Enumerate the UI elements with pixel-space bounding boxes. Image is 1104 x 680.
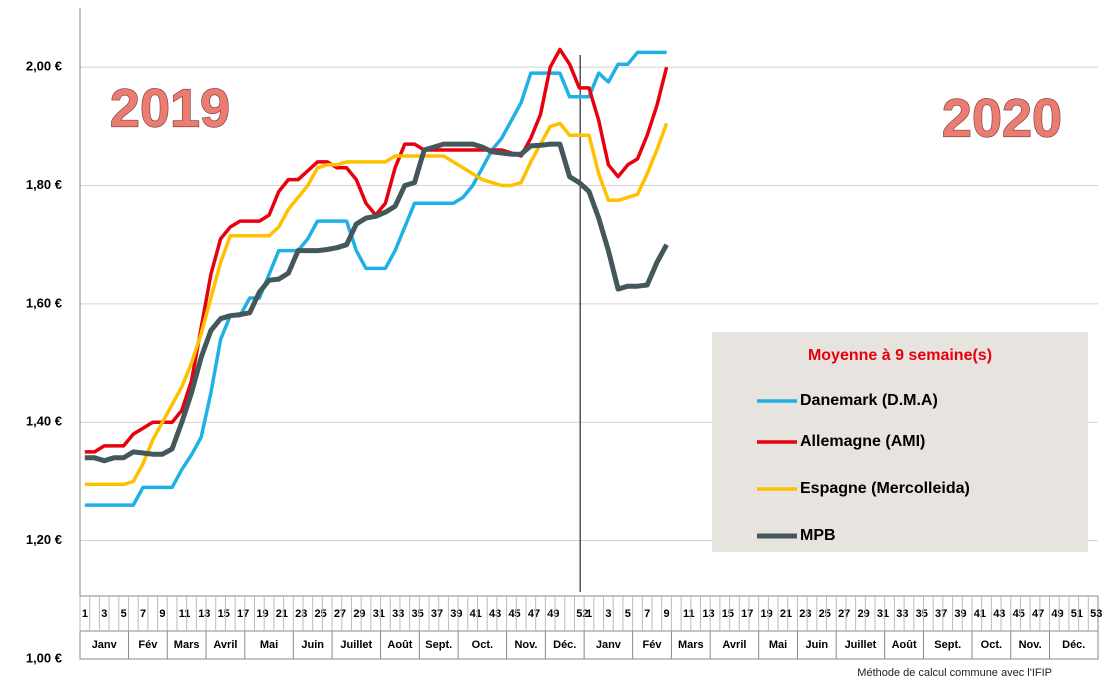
x-tick-label: 21 (276, 608, 288, 620)
month-label: Oct. (472, 639, 493, 651)
x-tick-label: 15 (722, 608, 734, 620)
y-tick-label: 1,60 € (26, 295, 62, 310)
x-tick-label: 19 (761, 608, 773, 620)
month-label: Mai (260, 639, 278, 651)
x-tick-label: 27 (838, 608, 850, 620)
legend-label: Espagne (Mercolleida) (800, 480, 970, 497)
x-tick-label: 45 (1013, 608, 1025, 620)
x-tick-label: 9 (664, 608, 670, 620)
y-tick-label: 1,80 € (26, 177, 62, 192)
x-tick-label: 37 (431, 608, 443, 620)
x-tick-label: 17 (741, 608, 753, 620)
month-label: Fév (643, 639, 663, 651)
y-tick-label: 1,40 € (26, 414, 62, 429)
x-tick-label: 53 (1090, 608, 1102, 620)
x-tick-label: 41 (470, 608, 482, 620)
x-tick-label: 35 (411, 608, 423, 620)
x-tick-label: 13 (702, 608, 714, 620)
legend-title: Moyenne à 9 semaine(s) (808, 347, 992, 364)
x-tick-label: 27 (334, 608, 346, 620)
x-tick-label: 45 (508, 608, 520, 620)
x-tick-label: 15 (218, 608, 230, 620)
month-label: Sept. (425, 639, 452, 651)
month-label: Déc. (553, 639, 576, 651)
x-tick-label: 47 (528, 608, 540, 620)
month-label: Oct. (981, 639, 1002, 651)
x-tick-label: 43 (993, 608, 1005, 620)
x-tick-label: 52 (576, 608, 588, 620)
x-tick-label: 11 (683, 608, 695, 620)
x-tick-label: 29 (857, 608, 869, 620)
x-tick-label: 7 (644, 608, 650, 620)
x-tick-label: 33 (392, 608, 404, 620)
y-tick-label: 2,00 € (26, 59, 62, 74)
x-tick-label: 25 (315, 608, 327, 620)
x-tick-label: 39 (450, 608, 462, 620)
x-tick-label: 1 (82, 608, 88, 620)
month-label: Fév (138, 639, 158, 651)
x-tick-label: 25 (819, 608, 831, 620)
month-label: Juillet (845, 639, 877, 651)
x-tick-label: 49 (1051, 608, 1063, 620)
year-annotation: 2020 (942, 88, 1062, 148)
x-axis-table (79, 595, 1099, 660)
month-label: Mai (769, 639, 787, 651)
month-label: Nov. (514, 639, 537, 651)
x-tick-label: 3 (605, 608, 611, 620)
x-tick-label: 23 (295, 608, 307, 620)
x-tick-label: 29 (353, 608, 365, 620)
legend-label: Danemark (D.M.A) (800, 392, 938, 409)
x-tick-label: 23 (799, 608, 811, 620)
y-tick-label: 1,00 € (26, 650, 62, 665)
month-label: Mars (174, 639, 200, 651)
month-label: Juillet (340, 639, 372, 651)
month-label: Déc. (1062, 639, 1085, 651)
month-label: Sept. (934, 639, 961, 651)
x-tick-label: 17 (237, 608, 249, 620)
x-tick-label: 11 (179, 608, 191, 620)
x-tick-label: 31 (877, 608, 889, 620)
month-label: Nov. (1019, 639, 1042, 651)
month-label: Mars (678, 639, 704, 651)
series-line (84, 121, 669, 487)
x-tick-label: 43 (489, 608, 501, 620)
x-tick-label: 3 (101, 608, 107, 620)
year-annotation: 2019 (110, 78, 230, 138)
month-label: Juin (301, 639, 324, 651)
series-line (84, 50, 667, 507)
legend-label: MPB (800, 527, 836, 544)
x-tick-label: 47 (1032, 608, 1044, 620)
x-tick-label: 39 (954, 608, 966, 620)
month-label: Janv (92, 639, 118, 651)
month-label: Août (892, 639, 917, 651)
legend-label: Allemagne (AMI) (800, 433, 925, 450)
x-tick-label: 7 (140, 608, 146, 620)
x-tick-label: 21 (780, 608, 792, 620)
month-label: Janv (596, 639, 622, 651)
month-label: Août (387, 639, 412, 651)
x-tick-label: 31 (373, 608, 385, 620)
x-tick-label: 1 (586, 608, 592, 620)
x-tick-label: 49 (547, 608, 559, 620)
x-tick-label: 35 (916, 608, 928, 620)
x-tick-label: 51 (1071, 608, 1083, 620)
x-tick-label: 41 (974, 608, 986, 620)
y-tick-label: 1,20 € (26, 532, 62, 547)
x-tick-label: 5 (121, 608, 127, 620)
month-label: Juin (806, 639, 829, 651)
month-label: Avril (213, 639, 237, 651)
series-line (84, 141, 669, 464)
x-tick-label: 19 (256, 608, 268, 620)
x-tick-label: 5 (625, 608, 631, 620)
x-tick-label: 37 (935, 608, 947, 620)
month-label: Avril (722, 639, 746, 651)
x-tick-label: 33 (896, 608, 908, 620)
x-tick-label: 13 (198, 608, 210, 620)
x-tick-label: 9 (159, 608, 165, 620)
footnote: Méthode de calcul commune avec l'IFIP (857, 667, 1052, 679)
